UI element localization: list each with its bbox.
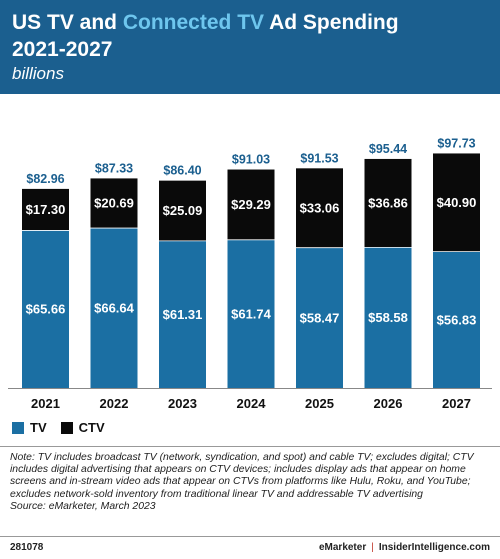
data-label-total-2024: $91.03 bbox=[232, 153, 270, 167]
chart-notes: Note: TV includes broadcast TV (network,… bbox=[10, 452, 492, 513]
data-label-total-2023: $86.40 bbox=[163, 164, 201, 178]
data-label-ctv-2021: $17.30 bbox=[26, 202, 66, 217]
bar-tv-2023 bbox=[159, 240, 206, 388]
data-label-ctv-2027: $40.90 bbox=[437, 195, 477, 210]
x-tick-2026: 2026 bbox=[374, 396, 403, 411]
footer-divider bbox=[0, 536, 500, 537]
x-tick-2024: 2024 bbox=[237, 396, 267, 411]
x-tick-2025: 2025 bbox=[305, 396, 334, 411]
data-label-tv-2025: $58.47 bbox=[300, 310, 340, 325]
data-label-total-2025: $91.53 bbox=[300, 151, 338, 165]
legend-item-ctv: CTV bbox=[60, 420, 105, 435]
title-part-1: US TV and bbox=[12, 11, 123, 34]
bar-ctv-2021 bbox=[22, 188, 69, 231]
chart-subtitle: billions bbox=[12, 64, 64, 83]
legend-label-ctv: CTV bbox=[78, 420, 105, 435]
brand-insider-intelligence: InsiderIntelligence.com bbox=[378, 542, 490, 553]
legend-swatch-tv bbox=[12, 421, 24, 434]
data-label-tv-2022: $66.64 bbox=[94, 301, 135, 316]
bar-tv-2021 bbox=[22, 230, 69, 388]
brand-separator: | bbox=[371, 542, 374, 553]
data-label-tv-2027: $56.83 bbox=[437, 312, 477, 327]
bar-chart: $65.66 $17.30 $82.96 2021 $66.64 $20.69 $87.33… bbox=[8, 136, 492, 411]
data-label-tv-2026: $58.58 bbox=[368, 310, 408, 325]
bar-ctv-2023 bbox=[159, 180, 206, 241]
data-label-tv-2021: $65.66 bbox=[26, 302, 66, 317]
chart-legend: TV CTV bbox=[12, 420, 119, 435]
x-tick-2027: 2027 bbox=[442, 396, 471, 411]
bar-ctv-2024 bbox=[227, 169, 275, 240]
x-tick-2022: 2022 bbox=[100, 396, 129, 411]
bar-tv-2025 bbox=[296, 247, 343, 388]
legend-label-tv: TV bbox=[30, 420, 47, 435]
bar-tv-2026 bbox=[364, 247, 412, 388]
data-label-total-2021: $82.96 bbox=[26, 172, 64, 186]
bar-ctv-2027 bbox=[433, 153, 480, 252]
bar-ctv-2022 bbox=[90, 178, 138, 229]
chart-title: US TV and Connected TV Ad Spending 2021-… bbox=[12, 9, 492, 63]
bar-ctv-2026 bbox=[364, 158, 412, 248]
data-label-total-2026: $95.44 bbox=[369, 142, 407, 156]
source-text: Source: eMarketer, March 2023 bbox=[10, 500, 156, 512]
note-text: Note: TV includes broadcast TV (network,… bbox=[10, 452, 474, 500]
chart-header: US TV and Connected TV Ad Spending 2021-… bbox=[0, 0, 500, 94]
data-label-ctv-2022: $20.69 bbox=[94, 196, 134, 211]
legend-item-tv: TV bbox=[12, 420, 47, 435]
title-years: 2021-2027 bbox=[12, 38, 113, 61]
data-label-total-2022: $87.33 bbox=[95, 161, 133, 175]
notes-divider bbox=[0, 446, 500, 447]
x-tick-2023: 2023 bbox=[168, 396, 197, 411]
title-part-2: Ad Spending bbox=[264, 11, 399, 34]
data-label-ctv-2023: $25.09 bbox=[163, 203, 203, 218]
bar-tv-2024 bbox=[227, 239, 275, 388]
data-label-ctv-2026: $36.86 bbox=[368, 196, 408, 211]
bar-tv-2027 bbox=[433, 251, 480, 388]
brand-emarketer: eMarketer bbox=[318, 542, 367, 553]
bar-tv-2022 bbox=[90, 228, 138, 388]
data-label-ctv-2025: $33.06 bbox=[300, 201, 340, 216]
chart-footer: 281078 eMarketer | InsiderIntelligence.com bbox=[0, 538, 500, 558]
title-accent: Connected TV bbox=[122, 11, 265, 34]
x-tick-2021: 2021 bbox=[31, 396, 60, 411]
bar-ctv-2025 bbox=[296, 168, 343, 248]
data-label-ctv-2024: $29.29 bbox=[231, 197, 271, 212]
data-label-total-2027: $97.73 bbox=[437, 136, 475, 150]
chart-id: 281078 bbox=[10, 542, 44, 553]
data-label-tv-2024: $61.74 bbox=[231, 306, 272, 321]
legend-swatch-ctv bbox=[60, 421, 73, 434]
data-label-tv-2023: $61.31 bbox=[163, 307, 203, 322]
brand-credit: eMarketer | InsiderIntelligence.com bbox=[319, 542, 490, 553]
